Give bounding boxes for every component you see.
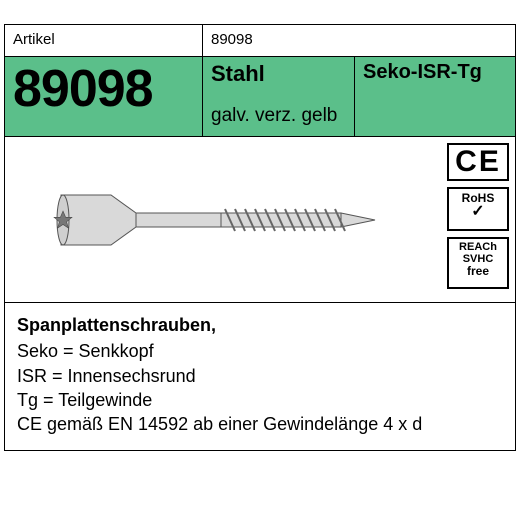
product-image-area: [5, 137, 437, 302]
material-bottom: galv. verz. gelb: [211, 105, 346, 127]
badge-column: CE RoHS ✓ REACh SVHC free: [437, 137, 515, 302]
header-code: 89098: [203, 25, 515, 57]
ce-badge: CE: [447, 143, 509, 181]
green-row: 89098 Stahl galv. verz. gelb Seko-ISR-Tg: [5, 57, 515, 137]
desc-line-1: Seko = Senkkopf: [17, 339, 503, 363]
product-code-large: 89098: [5, 57, 203, 137]
material-cell: Stahl galv. verz. gelb: [203, 57, 355, 137]
header-label-artikel: Artikel: [5, 25, 203, 57]
desc-line-2: ISR = Innensechsrund: [17, 364, 503, 388]
header-row: Artikel 89098: [5, 25, 515, 57]
image-row: CE RoHS ✓ REACh SVHC free: [5, 137, 515, 303]
product-card: Artikel 89098 89098 Stahl galv. verz. ge…: [4, 24, 516, 451]
reach-badge: REACh SVHC free: [447, 237, 509, 289]
reach-l1: REACh: [449, 241, 507, 253]
desc-line-4: CE gemäß EN 14592 ab einer Gewindelänge …: [17, 412, 503, 436]
rohs-badge: RoHS ✓: [447, 187, 509, 231]
description-block: Spanplattenschrauben, Seko = Senkkopf IS…: [5, 303, 515, 450]
rohs-check-icon: ✓: [449, 205, 507, 219]
desc-title: Spanplattenschrauben,: [17, 313, 503, 337]
reach-l3: free: [449, 265, 507, 277]
material-top: Stahl: [211, 61, 346, 87]
variant-cell: Seko-ISR-Tg: [355, 57, 515, 137]
desc-line-3: Tg = Teilgewinde: [17, 388, 503, 412]
screw-illustration: [41, 165, 401, 275]
